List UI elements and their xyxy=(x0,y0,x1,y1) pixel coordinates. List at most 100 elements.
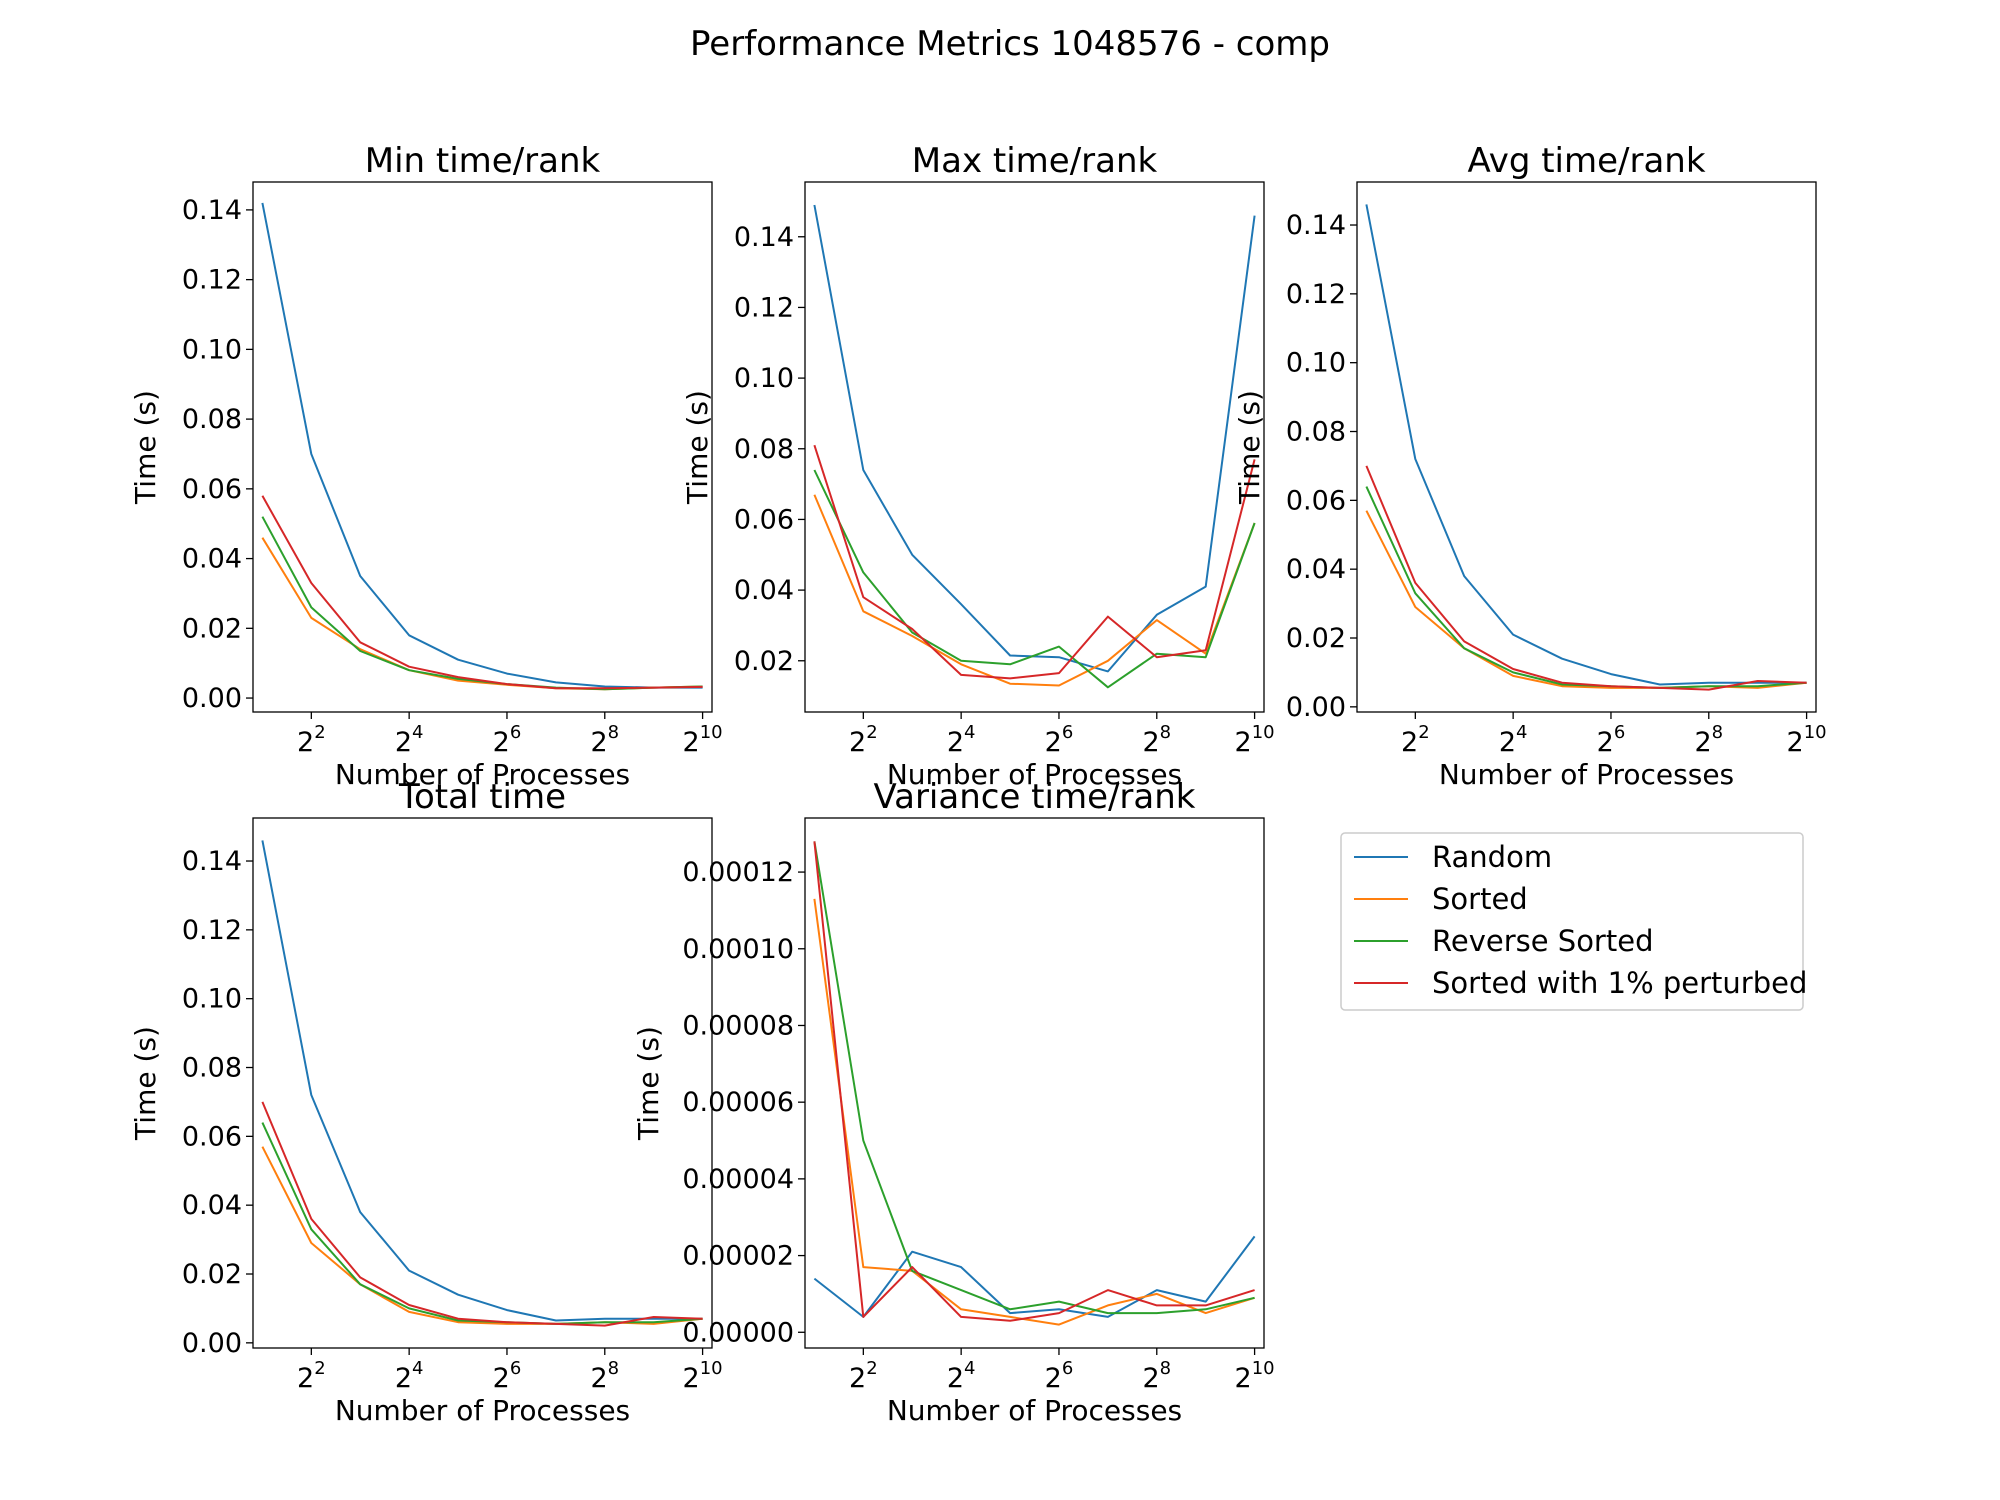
x-tick-label: 28 xyxy=(1142,1358,1171,1394)
x-tick-exponent: 6 xyxy=(1614,722,1625,743)
x-tick-exponent: 8 xyxy=(608,722,619,743)
series-line-sorted-with-1-perturbed xyxy=(813,444,1256,680)
figure-title: Performance Metrics 1048576 - comp xyxy=(690,24,1330,64)
x-tick-base: 2 xyxy=(947,1363,964,1394)
x-tick-label: 28 xyxy=(1694,722,1723,758)
x-tick-exponent: 2 xyxy=(866,722,877,743)
x-tick-base: 2 xyxy=(297,727,314,758)
y-tick-label: 0.02 xyxy=(734,646,794,677)
legend-label: Reverse Sorted xyxy=(1432,924,1653,958)
y-axis-label: Time (s) xyxy=(681,390,714,505)
x-tick-base: 2 xyxy=(1045,1363,1062,1394)
series-line-random xyxy=(1365,204,1807,686)
y-tick-label: 0.00 xyxy=(182,683,242,714)
x-tick-base: 2 xyxy=(493,727,510,758)
x-tick-exponent: 4 xyxy=(1516,722,1527,743)
y-tick-label: 0.12 xyxy=(1286,279,1346,310)
legend-entry: Random xyxy=(1354,840,1552,874)
x-tick-label: 26 xyxy=(493,1358,522,1394)
axes-frame xyxy=(252,181,713,713)
x-tick-base: 2 xyxy=(590,1363,607,1394)
x-tick-exponent: 4 xyxy=(964,1358,975,1379)
y-tick-label: 0.14 xyxy=(734,222,794,253)
axes-frame xyxy=(804,817,1265,1349)
y-tick-label: 0.08 xyxy=(1286,417,1346,448)
y-tick-label: 0.00012 xyxy=(682,857,794,888)
series-line-random xyxy=(813,1235,1256,1318)
legend-label: Sorted with 1% perturbed xyxy=(1432,966,1807,1000)
x-tick-label: 24 xyxy=(947,1358,976,1394)
x-tick-label: 28 xyxy=(1142,722,1171,758)
x-tick-label: 22 xyxy=(1401,722,1430,758)
axes-frame xyxy=(252,817,713,1349)
x-tick-label: 24 xyxy=(395,1358,424,1394)
y-tick-label: 0.08 xyxy=(182,404,242,435)
subplot-title: Avg time/rank xyxy=(1467,141,1705,181)
subplot-title: Min time/rank xyxy=(365,141,601,181)
legend-frame xyxy=(1340,832,1804,1011)
x-tick-label: 24 xyxy=(1499,722,1528,758)
y-tick-label: 0.04 xyxy=(1286,554,1346,585)
x-tick-base: 2 xyxy=(1142,727,1159,758)
x-axis-label: Number of Processes xyxy=(1439,758,1734,791)
y-tick-label: 0.06 xyxy=(734,504,794,535)
x-tick-base: 2 xyxy=(1401,727,1418,758)
x-tick-label: 26 xyxy=(1045,722,1074,758)
y-tick-label: 0.04 xyxy=(182,544,242,575)
y-tick-label: 0.10 xyxy=(182,984,242,1015)
x-tick-base: 2 xyxy=(683,1363,700,1394)
y-tick-label: 0.00004 xyxy=(682,1164,794,1195)
x-tick-label: 22 xyxy=(297,722,326,758)
x-tick-base: 2 xyxy=(1142,1363,1159,1394)
x-tick-base: 2 xyxy=(1499,727,1516,758)
x-tick-base: 2 xyxy=(947,727,964,758)
x-tick-exponent: 4 xyxy=(412,722,423,743)
x-tick-base: 2 xyxy=(1235,1363,1252,1394)
x-tick-exponent: 10 xyxy=(700,722,723,743)
y-axis-label: Time (s) xyxy=(129,1026,162,1141)
y-tick-label: 0.14 xyxy=(182,846,242,877)
legend: Random Sorted Reverse Sorted Sorted with 1%… xyxy=(1340,832,1807,1011)
y-tick-label: 0.12 xyxy=(734,292,794,323)
series-line-sorted-with-1-perturbed xyxy=(261,1101,703,1327)
x-tick-exponent: 6 xyxy=(510,722,521,743)
subplot-2: Max time/rank 0.02 0.04 0.06 0.08 0.10 0.12 0.1… xyxy=(681,141,1275,791)
y-tick-label: 0.00000 xyxy=(682,1317,794,1348)
y-tick-label: 0.00 xyxy=(182,1328,242,1359)
subplot-5: Variance time/rank 0.00000 0.00002 0.00004 0… xyxy=(632,777,1275,1427)
x-tick-base: 2 xyxy=(590,727,607,758)
y-tick-label: 0.10 xyxy=(734,363,794,394)
subplot-4: Total time 0.00 0.02 0.04 0.06 0.08 0.10 0.12 0.… xyxy=(129,777,723,1427)
series-line-sorted xyxy=(813,494,1256,687)
x-tick-exponent: 10 xyxy=(1252,722,1275,743)
legend-label: Sorted xyxy=(1432,882,1528,916)
y-tick-label: 0.02 xyxy=(182,1259,242,1290)
x-tick-label: 210 xyxy=(1787,722,1827,758)
x-tick-base: 2 xyxy=(1045,727,1062,758)
x-tick-base: 2 xyxy=(1787,727,1804,758)
x-tick-exponent: 4 xyxy=(412,1358,423,1379)
x-tick-label: 26 xyxy=(493,722,522,758)
x-tick-label: 26 xyxy=(1597,722,1626,758)
y-tick-label: 0.00008 xyxy=(682,1010,794,1041)
y-tick-label: 0.02 xyxy=(182,613,242,644)
axes-frame xyxy=(1356,181,1817,713)
y-axis-label: Time (s) xyxy=(1233,390,1266,505)
y-axis-label: Time (s) xyxy=(632,1026,665,1141)
x-axis-label: Number of Processes xyxy=(335,1394,630,1427)
y-tick-label: 0.02 xyxy=(1286,623,1346,654)
x-tick-exponent: 6 xyxy=(510,1358,521,1379)
y-tick-label: 0.14 xyxy=(182,195,242,226)
subplot-title: Variance time/rank xyxy=(873,777,1195,817)
x-tick-exponent: 10 xyxy=(700,1358,723,1379)
y-tick-label: 0.12 xyxy=(182,265,242,296)
x-tick-exponent: 6 xyxy=(1062,722,1073,743)
series-line-sorted-with-1-perturbed xyxy=(813,841,1255,1322)
x-tick-label: 210 xyxy=(683,722,723,758)
x-tick-exponent: 8 xyxy=(1712,722,1723,743)
panels: Min time/rank 0.00 0.02 0.04 0.06 0.08 0.10 0.1… xyxy=(129,141,1827,1427)
x-tick-base: 2 xyxy=(683,727,700,758)
x-tick-base: 2 xyxy=(493,1363,510,1394)
legend-entry: Reverse Sorted xyxy=(1354,924,1653,958)
